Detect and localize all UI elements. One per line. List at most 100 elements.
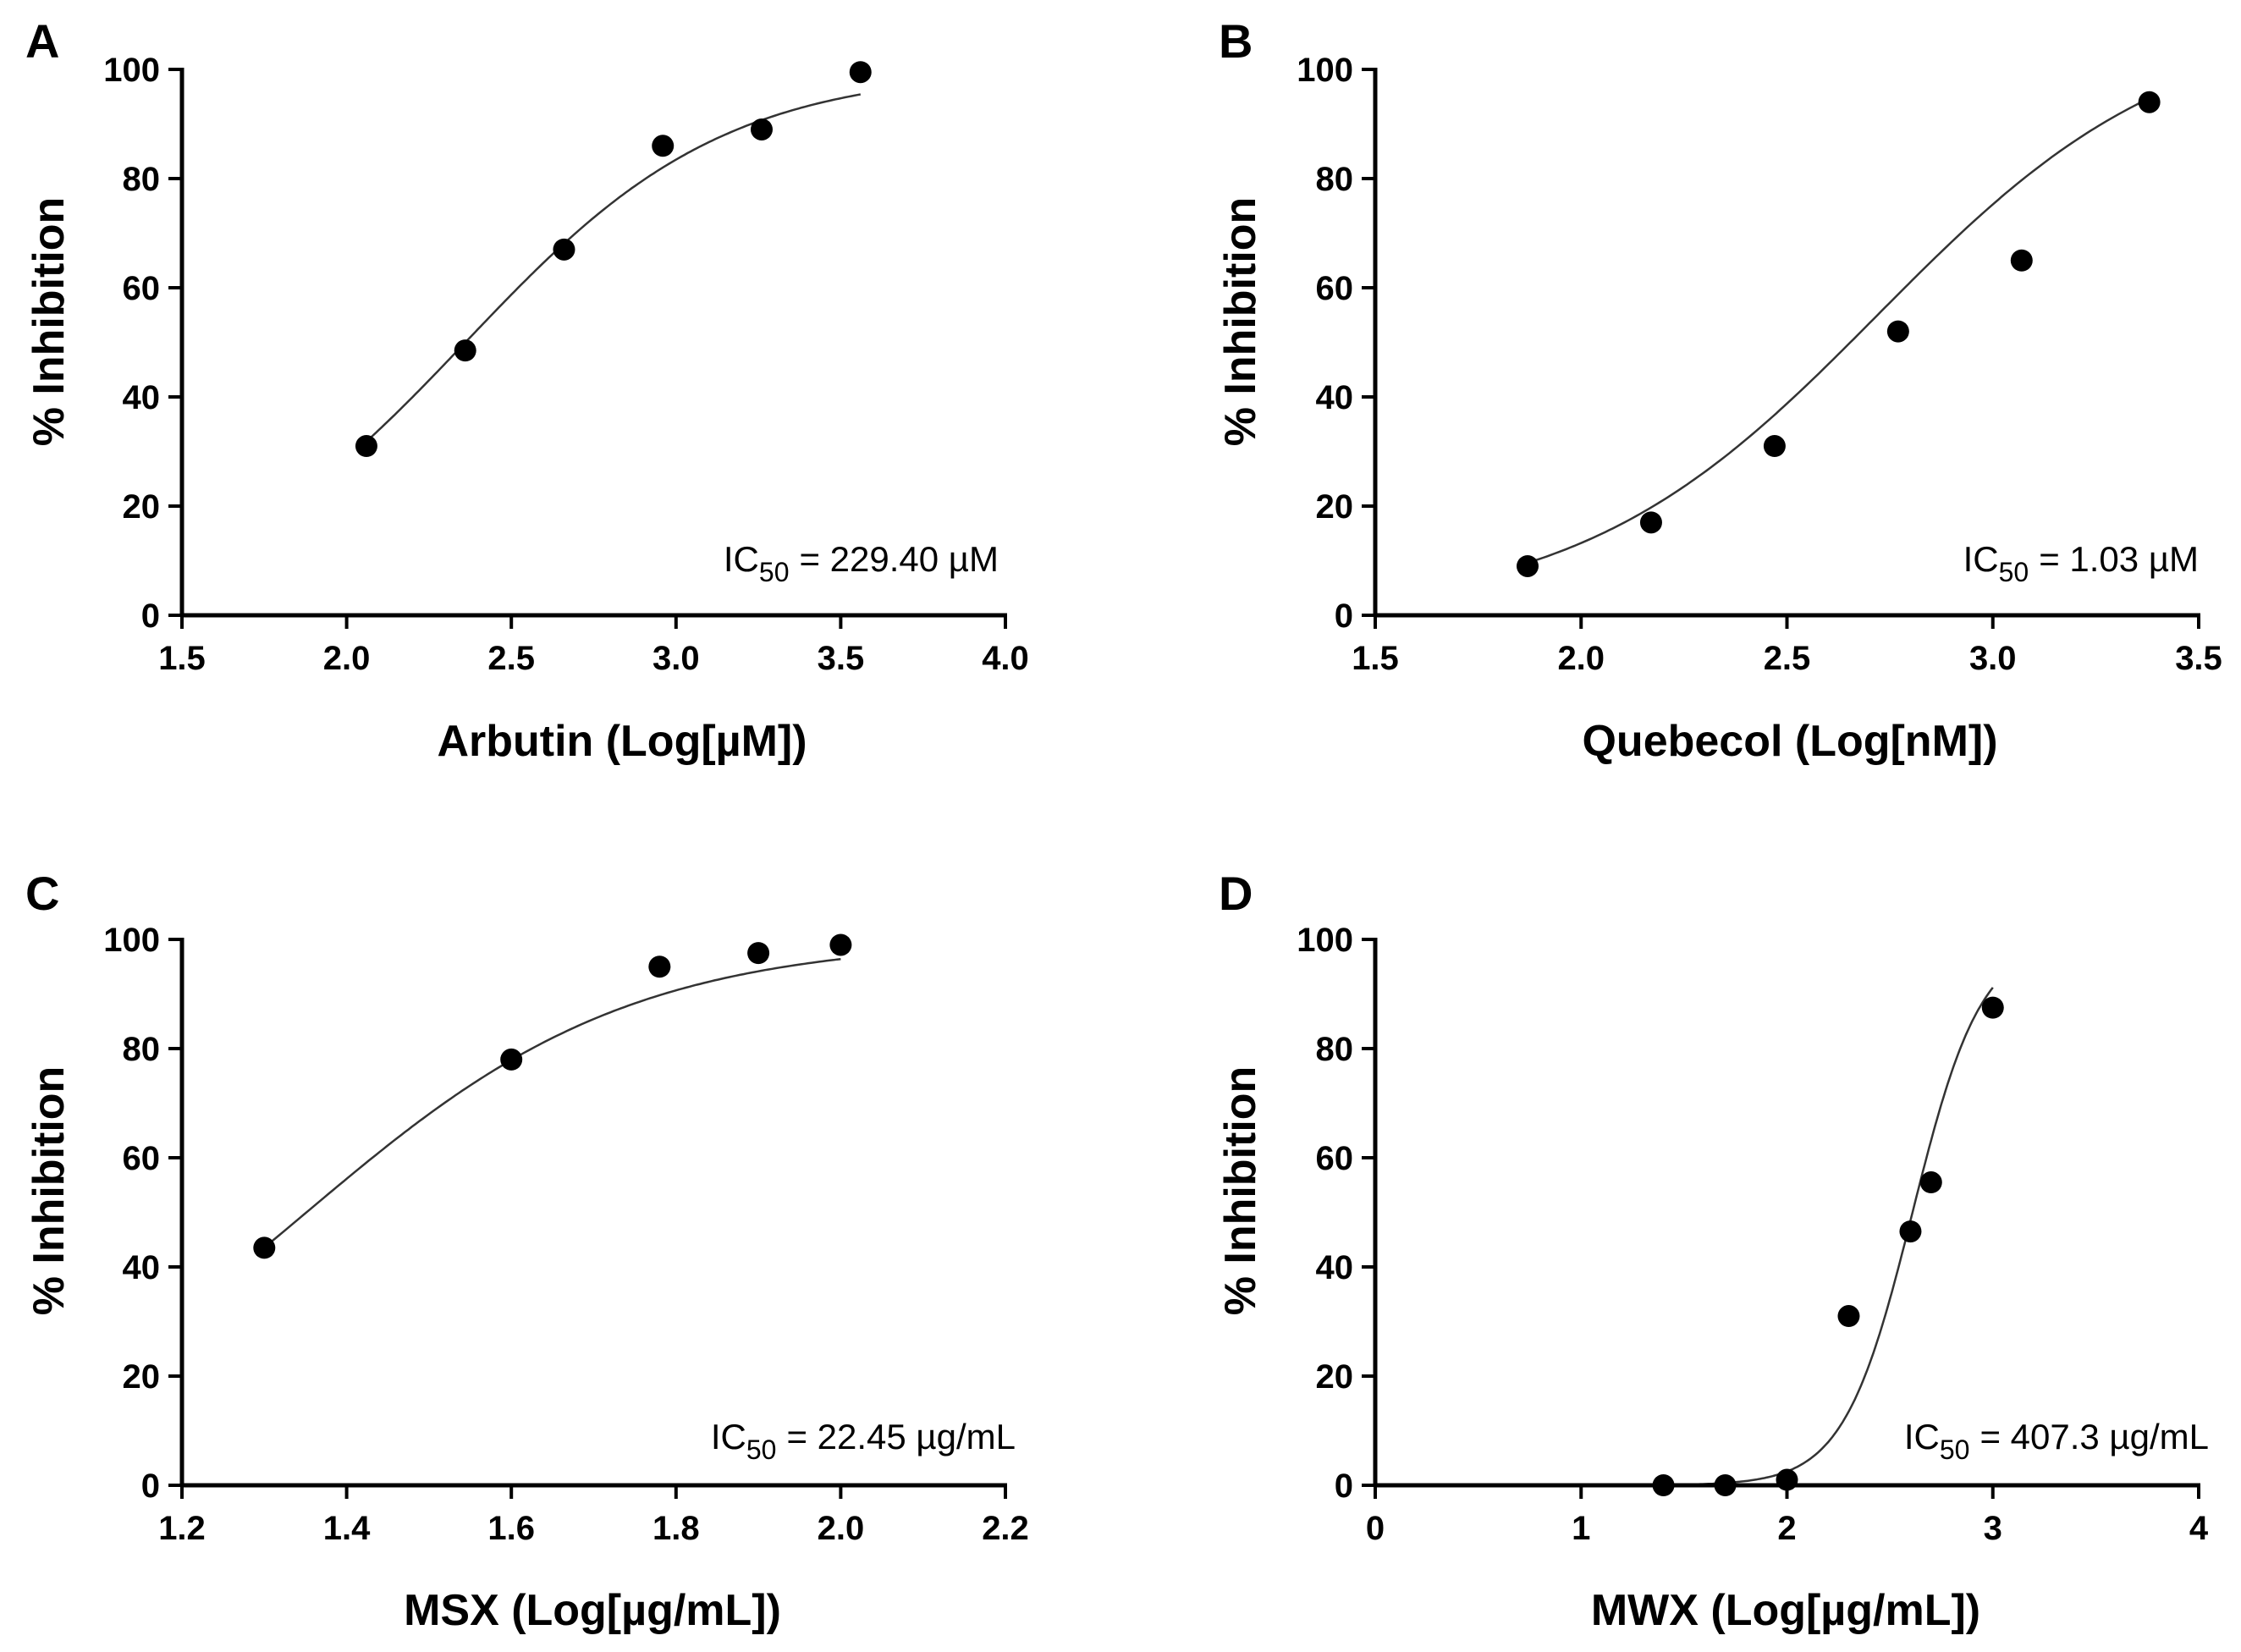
panel-a: A 0 20 40 60 80 100 1.5 2.0 2.5 3.0 3.5 4.0 Arbutin… bbox=[25, 14, 1029, 766]
x-axis-title: MWX (Log[µg/mL]) bbox=[1591, 1586, 1980, 1635]
data-point bbox=[1899, 1220, 1922, 1243]
panel-c: C 0 20 40 60 80 100 1.2 1.4 1.6 1.8 2.0 2.2 MSX (Lo… bbox=[25, 867, 1029, 1635]
x-tick-label: 2.0 bbox=[1557, 640, 1605, 677]
data-point bbox=[849, 61, 872, 84]
y-tick-label: 40 bbox=[123, 1249, 161, 1286]
ic50-annotation: IC50 = 22.45 µg/mL bbox=[711, 1417, 1016, 1465]
y-tick-label: 0 bbox=[1335, 597, 1353, 635]
data-point bbox=[1919, 1171, 1942, 1194]
ic50-value: = 229.40 µM bbox=[799, 539, 999, 579]
x-tick-label: 2.5 bbox=[1764, 640, 1811, 677]
x-tick-label: 1.6 bbox=[487, 1510, 535, 1547]
y-tick-label: 60 bbox=[123, 1140, 161, 1177]
data-point bbox=[355, 435, 377, 458]
y-tick-label: 40 bbox=[123, 379, 161, 416]
y-tick-label: 60 bbox=[123, 270, 161, 307]
data-point bbox=[1652, 1474, 1675, 1496]
panel-letter: D bbox=[1219, 867, 1253, 920]
panel-d: D 0 20 40 60 80 100 0 1 2 3 4 MWX (Log[µg/mL]) % I… bbox=[1216, 867, 2209, 1635]
x-tick-label: 3.5 bbox=[2175, 640, 2222, 677]
data-point bbox=[500, 1048, 523, 1071]
x-tick-label: 3.5 bbox=[818, 640, 865, 677]
x-tick-label: 2.2 bbox=[982, 1510, 1029, 1547]
fit-curve bbox=[263, 957, 841, 1249]
panel-letter: A bbox=[25, 14, 59, 68]
y-tick-label: 100 bbox=[103, 922, 160, 959]
fit-curve bbox=[1663, 987, 1994, 1486]
ic50-annotation: IC50 = 229.40 µM bbox=[724, 539, 999, 587]
y-tick-label: 40 bbox=[1316, 379, 1354, 416]
ic50-value: = 407.3 µg/mL bbox=[1979, 1417, 2209, 1457]
ic50-prefix: IC bbox=[724, 539, 759, 579]
ic50-prefix: IC bbox=[711, 1417, 746, 1457]
y-tick-label: 20 bbox=[1316, 1358, 1354, 1396]
y-tick-label: 100 bbox=[103, 52, 160, 89]
ic50-value: = 1.03 µM bbox=[2039, 539, 2199, 579]
y-tick-label: 20 bbox=[123, 488, 161, 526]
x-tick-label: 1.2 bbox=[158, 1510, 206, 1547]
y-tick-label: 60 bbox=[1316, 1140, 1354, 1177]
y-axis-title: % Inhibition bbox=[25, 197, 74, 447]
data-point bbox=[648, 955, 671, 978]
data-point bbox=[2138, 91, 2161, 113]
ic50-subscript: 50 bbox=[746, 1434, 777, 1465]
ic50-prefix: IC bbox=[1904, 1417, 1940, 1457]
x-axis-title: Arbutin (Log[µM]) bbox=[437, 717, 807, 766]
y-axis-title: % Inhibition bbox=[1216, 197, 1265, 447]
ic50-prefix: IC bbox=[1963, 539, 1999, 579]
y-tick-label: 80 bbox=[123, 1031, 161, 1068]
y-tick-label: 100 bbox=[1297, 922, 1353, 959]
y-tick-label: 0 bbox=[141, 1468, 160, 1505]
y-tick-label: 0 bbox=[1335, 1468, 1353, 1505]
data-point bbox=[1776, 1468, 1798, 1491]
x-tick-label: 0 bbox=[1366, 1510, 1385, 1547]
y-axis-title: % Inhibition bbox=[25, 1066, 74, 1316]
x-tick-label: 3.0 bbox=[1969, 640, 2017, 677]
x-tick-label: 2 bbox=[1777, 1510, 1796, 1547]
data-point bbox=[1886, 320, 1909, 343]
data-point bbox=[454, 339, 476, 362]
y-tick-label: 60 bbox=[1316, 270, 1354, 307]
x-tick-label: 1 bbox=[1572, 1510, 1590, 1547]
data-point bbox=[253, 1236, 276, 1259]
ic50-annotation: IC50 = 1.03 µM bbox=[1963, 539, 2199, 587]
y-axis-title: % Inhibition bbox=[1216, 1066, 1265, 1316]
y-tick-label: 100 bbox=[1297, 52, 1353, 89]
data-point bbox=[750, 118, 773, 140]
y-tick-label: 20 bbox=[1316, 488, 1354, 526]
x-tick-label: 1.4 bbox=[323, 1510, 371, 1547]
ic50-subscript: 50 bbox=[1999, 557, 2029, 587]
data-point bbox=[1639, 511, 1662, 534]
x-tick-label: 4 bbox=[2189, 1510, 2209, 1547]
ic50-value: = 22.45 µg/mL bbox=[786, 1417, 1016, 1457]
x-tick-label: 4.0 bbox=[982, 640, 1029, 677]
x-tick-label: 2.0 bbox=[818, 1510, 865, 1547]
y-tick-label: 80 bbox=[1316, 161, 1354, 198]
x-axis-title: Quebecol (Log[nM]) bbox=[1582, 717, 1997, 766]
data-point bbox=[652, 135, 675, 157]
data-point bbox=[1517, 554, 1539, 577]
data-point bbox=[1837, 1305, 1860, 1328]
ic50-subscript: 50 bbox=[1940, 1434, 1970, 1465]
fit-curve bbox=[366, 93, 862, 443]
y-tick-label: 80 bbox=[123, 161, 161, 198]
y-tick-label: 80 bbox=[1316, 1031, 1354, 1068]
x-tick-label: 1.5 bbox=[1352, 640, 1399, 677]
y-tick-label: 20 bbox=[123, 1358, 161, 1396]
data-point bbox=[1981, 996, 2004, 1019]
data-point bbox=[747, 942, 770, 965]
ic50-subscript: 50 bbox=[759, 557, 790, 587]
x-tick-label: 1.8 bbox=[652, 1510, 700, 1547]
data-point bbox=[829, 933, 852, 956]
data-point bbox=[1714, 1474, 1737, 1496]
y-tick-label: 40 bbox=[1316, 1249, 1354, 1286]
x-axis-title: MSX (Log[µg/mL]) bbox=[404, 1586, 781, 1635]
panel-b: B 0 20 40 60 80 100 1.5 2.0 2.5 3.0 3.5 Quebecol (… bbox=[1216, 14, 2222, 766]
panel-letter: C bbox=[25, 867, 59, 920]
fit-curve bbox=[1527, 96, 2150, 564]
data-point bbox=[2010, 249, 2033, 272]
ic50-annotation: IC50 = 407.3 µg/mL bbox=[1904, 1417, 2209, 1465]
x-tick-label: 2.0 bbox=[323, 640, 371, 677]
x-tick-label: 3.0 bbox=[652, 640, 700, 677]
